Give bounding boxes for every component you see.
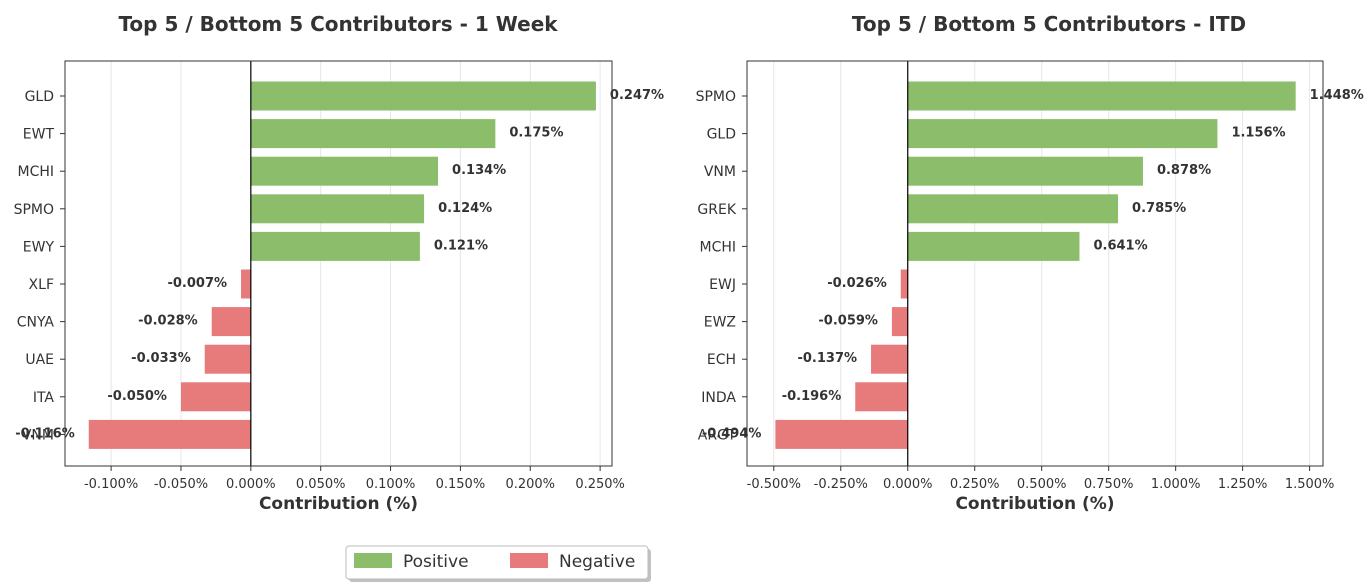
value-label: 0.247% (610, 88, 664, 103)
x-tick-label: -0.250% (814, 477, 868, 492)
bar-ewy (250, 231, 420, 261)
value-label: 0.641% (1093, 238, 1147, 253)
x-tick-label: 0.250% (950, 477, 1000, 492)
chart-title: Top 5 / Bottom 5 Contributors - 1 Week (118, 12, 558, 36)
bar-cnya (211, 307, 251, 337)
chart-title: Top 5 / Bottom 5 Contributors - ITD (852, 12, 1246, 36)
value-label: -0.116% (15, 426, 75, 441)
chart-1-week: Top 5 / Bottom 5 Contributors - 1 Week GL… (14, 12, 665, 514)
x-tick-label: 0.050% (296, 477, 346, 492)
category-label: UAE (25, 352, 54, 368)
value-label: 0.175% (509, 126, 563, 141)
legend: Positive Negative (345, 545, 651, 582)
category-label: ITA (33, 390, 55, 406)
chart-itd: Top 5 / Bottom 5 Contributors - ITD SPMO 1… (696, 12, 1364, 514)
x-tick-label: 0.750% (1084, 477, 1134, 492)
value-label: -0.033% (131, 351, 191, 366)
category-label: VNM (22, 427, 54, 443)
category-label: SPMO (14, 202, 54, 218)
category-label: ARGT (698, 427, 737, 443)
legend-swatch-negative (510, 553, 548, 568)
value-label: 0.878% (1157, 163, 1211, 178)
value-label: -0.007% (167, 276, 227, 291)
bar-uae (204, 344, 251, 374)
bar-ewt (250, 119, 496, 149)
bar-ewz (891, 307, 908, 337)
category-label: MCHI (699, 239, 736, 255)
x-tick-label: 0.200% (505, 477, 555, 492)
bar-gld (907, 119, 1218, 149)
value-label: -0.196% (782, 389, 842, 404)
value-label: 0.124% (438, 201, 492, 216)
value-label: 0.121% (434, 238, 488, 253)
bar-inda (855, 382, 908, 412)
legend-label-positive: Positive (403, 552, 469, 572)
category-label: MCHI (17, 164, 54, 180)
x-tick-label: 1.000% (1151, 477, 1201, 492)
bar-gld (250, 81, 596, 111)
category-label: EWT (23, 127, 55, 143)
bar-spmo (250, 194, 425, 224)
bar-argt (775, 419, 908, 449)
value-label: -0.026% (827, 276, 887, 291)
bar-vnm (88, 419, 251, 449)
legend-label-negative: Negative (559, 552, 635, 572)
x-tick-label: 0.150% (436, 477, 486, 492)
category-label: EWY (23, 239, 55, 255)
x-axis-label: Contribution (%) (259, 494, 418, 514)
value-label: -0.494% (702, 426, 762, 441)
x-tick-label: 0.000% (226, 477, 276, 492)
category-label: SPMO (696, 89, 736, 105)
legend-box (345, 545, 649, 580)
x-tick-label: 0.000% (883, 477, 933, 492)
value-label: -0.050% (107, 389, 167, 404)
value-label: -0.059% (818, 314, 878, 329)
category-label: GLD (25, 89, 54, 105)
bar-mchi (250, 156, 439, 186)
category-label: GLD (707, 127, 736, 143)
bar-ita (180, 382, 251, 412)
x-tick-label: 0.100% (366, 477, 416, 492)
value-label: 1.448% (1310, 88, 1364, 103)
value-label: 1.156% (1231, 126, 1285, 141)
category-label: CNYA (17, 315, 55, 331)
plot-frame (746, 60, 1324, 467)
x-tick-label: 0.250% (575, 477, 625, 492)
bar-ewj (900, 269, 908, 299)
category-label: ECH (707, 352, 736, 368)
bar-vnm (907, 156, 1143, 186)
category-label: VNM (704, 164, 736, 180)
category-label: EWZ (704, 315, 736, 331)
legend-swatch-positive (354, 553, 392, 568)
bar-xlf (241, 269, 251, 299)
x-tick-label: 1.500% (1285, 477, 1335, 492)
x-tick-label: -0.050% (154, 477, 208, 492)
bar-mchi (907, 231, 1080, 261)
value-label: 0.785% (1132, 201, 1186, 216)
x-tick-label: 0.500% (1017, 477, 1067, 492)
bar-grek (907, 194, 1119, 224)
bar-ech (871, 344, 908, 374)
category-label: INDA (701, 390, 736, 406)
value-label: 0.134% (452, 163, 506, 178)
bar-spmo (907, 81, 1296, 111)
value-label: -0.028% (138, 314, 198, 329)
category-label: EWJ (709, 277, 736, 293)
category-label: GREK (697, 202, 736, 218)
x-tick-label: 1.250% (1218, 477, 1268, 492)
plot-frame (64, 60, 613, 467)
x-tick-label: -0.500% (747, 477, 801, 492)
category-label: XLF (29, 277, 54, 293)
x-axis-label: Contribution (%) (955, 494, 1114, 514)
x-tick-label: -0.100% (84, 477, 138, 492)
value-label: -0.137% (797, 351, 857, 366)
